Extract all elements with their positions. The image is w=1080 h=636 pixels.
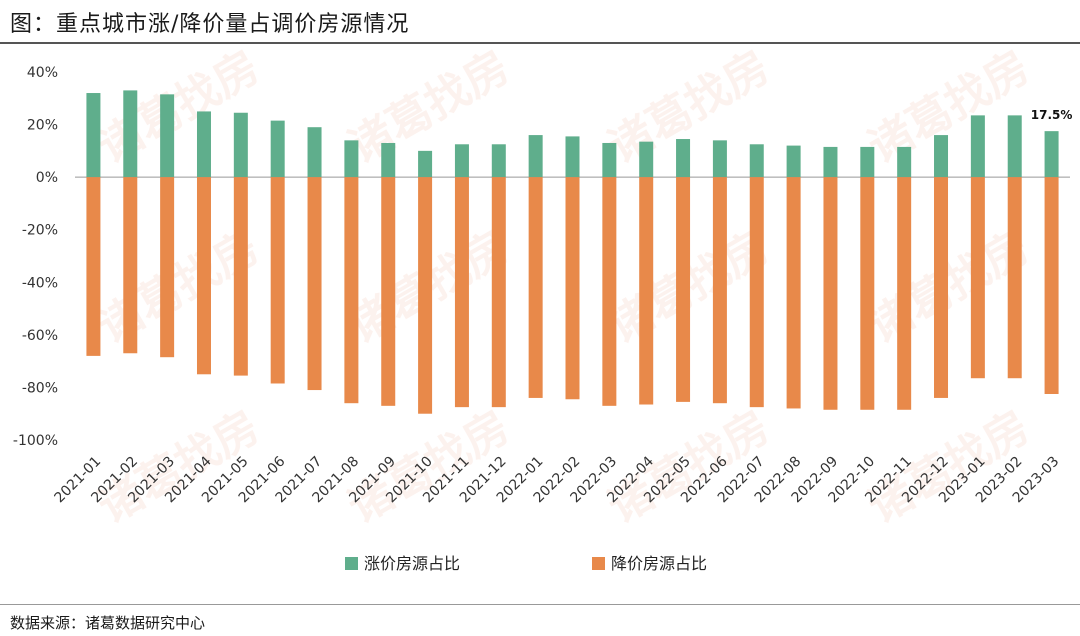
down-bar-2021-02	[123, 177, 138, 354]
y-tick-labels: 40% 20% 0% -20% -40% -60% -80% -100%	[13, 65, 58, 449]
up-bar-2022-06	[712, 140, 727, 178]
title-divider	[0, 42, 1080, 44]
down-bar-2022-03	[602, 177, 617, 406]
y-tick-label: 0%	[36, 170, 58, 186]
up-bar-2023-01	[970, 115, 985, 178]
up-bar-2021-09	[381, 142, 396, 178]
down-bar-2022-07	[749, 177, 764, 408]
down-bar-2021-10	[418, 177, 433, 414]
footer-divider	[0, 604, 1080, 605]
down-bar-2023-02	[1007, 177, 1022, 379]
chart-title: 图：重点城市涨/降价量占调价房源情况	[10, 12, 410, 37]
up-bar-2021-11	[454, 144, 469, 178]
up-bar-2022-05	[676, 139, 691, 178]
legend-swatch-0	[345, 557, 358, 570]
up-bar-2021-07	[307, 127, 322, 178]
up-bar-2021-10	[418, 150, 433, 178]
annotation-label: 17.5%	[1031, 108, 1073, 122]
up-bar-2021-12	[491, 144, 506, 178]
down-bar-2022-04	[639, 177, 654, 405]
up-bar-2022-03	[602, 142, 617, 178]
bars: 17.5%	[86, 90, 1073, 414]
down-bar-2021-01	[86, 177, 101, 356]
down-bar-2022-11	[897, 177, 912, 410]
legend-label-1: 降价房源占比	[611, 554, 707, 573]
up-bar-2023-02	[1007, 115, 1022, 178]
up-bar-2023-03	[1044, 131, 1059, 178]
y-tick-label: -40%	[22, 275, 58, 291]
y-tick-label: 40%	[27, 65, 58, 81]
up-bar-2021-05	[233, 112, 248, 178]
up-bar-2022-12	[934, 135, 949, 178]
up-bar-2021-03	[160, 94, 175, 178]
down-bar-2022-08	[786, 177, 801, 409]
up-bar-2021-04	[196, 111, 211, 178]
down-bar-2022-12	[934, 177, 949, 398]
legend-swatch-1	[592, 557, 605, 570]
down-bar-2022-02	[565, 177, 580, 400]
legend: 涨价房源占比 降价房源占比	[345, 554, 707, 573]
up-bar-2022-04	[639, 141, 654, 178]
y-tick-label: -100%	[13, 433, 58, 449]
up-bar-2022-10	[860, 146, 875, 178]
up-bar-2022-07	[749, 144, 764, 178]
down-bar-2022-01	[528, 177, 543, 398]
down-bar-2021-11	[454, 177, 469, 408]
up-bar-2022-08	[786, 145, 801, 178]
down-bar-2021-04	[196, 177, 211, 375]
down-bar-2021-03	[160, 177, 175, 358]
up-bar-2021-06	[270, 120, 285, 178]
down-bar-2022-10	[860, 177, 875, 410]
legend-label-0: 涨价房源占比	[364, 554, 460, 573]
down-bar-2021-06	[270, 177, 285, 384]
y-tick-label: -60%	[22, 328, 58, 344]
up-bar-2021-02	[123, 90, 138, 178]
down-bar-2022-05	[676, 177, 691, 402]
data-source: 数据来源：诸葛数据研究中心	[10, 614, 206, 632]
up-bar-2022-02	[565, 136, 580, 178]
up-bar-2022-11	[897, 146, 912, 178]
down-bar-2021-09	[381, 177, 396, 406]
down-bar-2022-06	[712, 177, 727, 404]
down-bar-2023-01	[970, 177, 985, 379]
y-tick-label: -80%	[22, 380, 58, 396]
down-bar-2021-07	[307, 177, 322, 391]
down-bar-2021-08	[344, 177, 359, 404]
up-bar-2022-01	[528, 135, 543, 178]
up-bar-2022-09	[823, 146, 838, 178]
down-bar-2023-03	[1044, 177, 1059, 394]
down-bar-2021-05	[233, 177, 248, 376]
up-bar-2021-01	[86, 93, 101, 178]
y-tick-label: -20%	[22, 223, 58, 239]
up-bar-2021-08	[344, 140, 359, 178]
y-tick-label: 20%	[27, 118, 58, 134]
down-bar-2022-09	[823, 177, 838, 410]
down-bar-2021-12	[491, 177, 506, 408]
